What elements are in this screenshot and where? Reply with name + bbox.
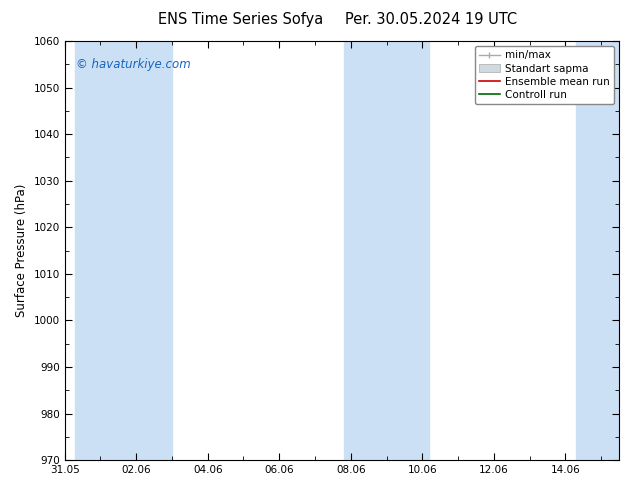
Bar bbox=[387, 41, 429, 460]
Text: Per. 30.05.2024 19 UTC: Per. 30.05.2024 19 UTC bbox=[345, 12, 517, 27]
Bar bbox=[576, 41, 619, 460]
Bar bbox=[108, 41, 172, 460]
Bar bbox=[344, 41, 387, 460]
Text: © havaturkiye.com: © havaturkiye.com bbox=[75, 58, 190, 71]
Y-axis label: Surface Pressure (hPa): Surface Pressure (hPa) bbox=[15, 184, 28, 318]
Text: ENS Time Series Sofya: ENS Time Series Sofya bbox=[158, 12, 323, 27]
Bar bbox=[75, 41, 108, 460]
Legend: min/max, Standart sapma, Ensemble mean run, Controll run: min/max, Standart sapma, Ensemble mean r… bbox=[475, 46, 614, 104]
